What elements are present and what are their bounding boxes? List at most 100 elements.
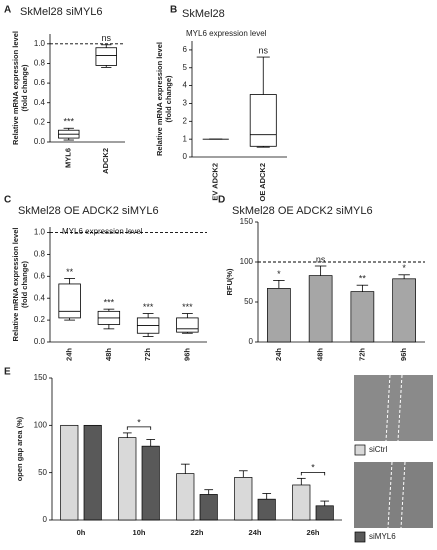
legend-swatch [354, 531, 366, 543]
y-axis-label: (fold change) [20, 260, 29, 308]
significance-label: ** [359, 274, 367, 284]
x-tick-label: ADCK2 [101, 148, 110, 174]
bar [234, 477, 253, 521]
bar [176, 473, 195, 521]
chart-subtitle: MYL6 expression level [62, 227, 143, 236]
y-tick-label: 1.0 [34, 228, 46, 237]
x-tick-label: 96h [182, 348, 191, 361]
y-tick-label: 50 [38, 468, 47, 477]
y-tick-label: 0.2 [34, 315, 46, 324]
y-tick-label: 0 [183, 152, 188, 161]
y-tick-label: 0.2 [34, 117, 46, 126]
significance-label: ns [101, 33, 111, 43]
y-tick-label: 0.8 [34, 59, 46, 68]
x-tick-label: EV ADCK2 [211, 163, 220, 201]
chart-subtitle: MYL6 expression level [186, 29, 267, 38]
y-tick-label: 0.0 [34, 137, 46, 146]
x-tick-label: 48h [104, 348, 113, 361]
y-tick-label: 150 [240, 217, 254, 226]
bar [118, 437, 137, 521]
box [249, 94, 277, 147]
y-tick-label: 50 [244, 297, 253, 306]
significance-label: * [137, 417, 141, 427]
x-tick-label: 22h [191, 528, 204, 537]
significance-label: ns [316, 254, 326, 264]
y-tick-label: 0 [249, 337, 254, 346]
x-tick-label: MYL6 [64, 148, 73, 168]
box [95, 47, 117, 66]
significance-label: * [311, 463, 315, 473]
y-tick-label: 5 [183, 63, 188, 72]
micrograph-simyl6 [354, 461, 433, 529]
panel-letter: C [4, 195, 11, 206]
bar [350, 291, 375, 343]
y-axis-label: RFU(%) [225, 268, 234, 296]
y-axis-label: (fold change) [164, 75, 173, 123]
significance-label: * [402, 263, 406, 273]
bar [257, 498, 276, 521]
y-tick-label: 0.6 [34, 78, 46, 87]
x-tick-label: 24h [274, 348, 283, 361]
significance-label: *** [104, 298, 115, 308]
significance-label: *** [63, 117, 74, 127]
y-tick-label: 0.8 [34, 249, 46, 258]
bar [199, 494, 218, 521]
box [58, 283, 81, 319]
x-tick-label: 0h [77, 528, 86, 537]
x-tick-label: 10h [133, 528, 146, 537]
panel-letter: D [218, 195, 225, 206]
x-tick-label: 96h [399, 348, 408, 361]
bar [392, 278, 416, 343]
y-tick-label: 6 [183, 45, 188, 54]
x-tick-label: 72h [143, 348, 152, 361]
x-tick-label: 72h [357, 348, 366, 361]
significance-bracket [300, 471, 326, 476]
y-tick-label: 0.6 [34, 271, 46, 280]
y-tick-label: 0.4 [34, 98, 46, 107]
bar [60, 424, 79, 521]
bar [83, 424, 102, 521]
significance-label: ns [258, 45, 268, 55]
bar [141, 445, 160, 521]
y-tick-label: 100 [240, 257, 254, 266]
panel-letter: A [4, 5, 11, 16]
chart-title: SkMel28 siMYL6 [20, 6, 103, 18]
legend-label: siMYL6 [369, 532, 396, 541]
chart-title: SkMel28 OE ADCK2 siMYL6 [18, 205, 159, 217]
y-axis-label: open gap area (%) [15, 416, 24, 481]
y-tick-label: 1 [183, 134, 188, 143]
x-tick-label: 26h [307, 528, 320, 537]
legend-swatch [354, 444, 366, 456]
y-tick-label: 0.0 [34, 337, 46, 346]
significance-label: * [277, 269, 281, 279]
y-axis-label: Relative mRNA expression level [155, 42, 164, 156]
bar [292, 484, 311, 521]
panel-letter: E [4, 367, 11, 378]
y-tick-label: 3 [183, 99, 188, 108]
chart-title: SkMel28 [182, 8, 225, 20]
y-tick-label: 150 [34, 373, 48, 382]
y-tick-label: 2 [183, 116, 188, 125]
y-axis-label: Relative mRNA expression level [11, 228, 20, 342]
micrograph-ctrl [354, 374, 433, 442]
box [176, 317, 199, 333]
significance-label: *** [182, 302, 193, 312]
y-axis-label: (fold change) [20, 64, 29, 112]
chart-title: SkMel28 OE ADCK2 siMYL6 [232, 205, 373, 217]
bar [315, 505, 334, 521]
y-axis-label: Relative mRNA expression level [11, 31, 20, 145]
y-tick-label: 0.4 [34, 293, 46, 302]
x-tick-label: OE ADCK2 [258, 163, 267, 201]
x-tick-label: 24h [249, 528, 262, 537]
x-tick-label: 24h [65, 348, 74, 361]
bar [308, 275, 333, 343]
x-tick-label: 48h [316, 348, 325, 361]
significance-label: *** [143, 302, 154, 312]
y-tick-label: 100 [34, 420, 48, 429]
panel-letter: B [170, 5, 177, 16]
y-tick-label: 0 [43, 515, 48, 524]
y-tick-label: 4 [183, 81, 188, 90]
bar [267, 288, 291, 343]
legend-label: siCtrl [369, 445, 387, 454]
